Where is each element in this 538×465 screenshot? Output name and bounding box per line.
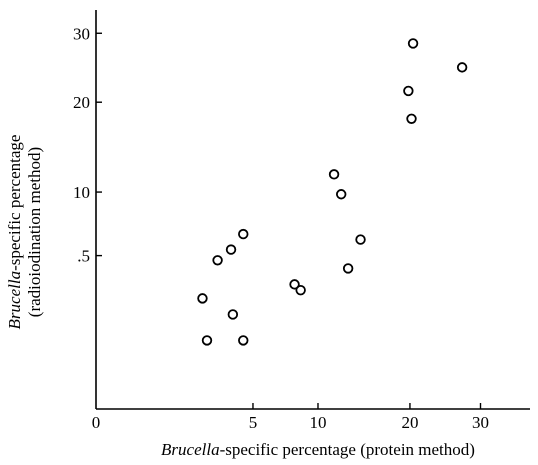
x-axis-label-italic: Brucella	[161, 440, 220, 459]
data-point	[456, 62, 468, 73]
data-point	[201, 335, 213, 346]
x-tick-label: 30	[472, 413, 489, 432]
data-points	[197, 38, 468, 346]
x-tick-label: 10	[309, 413, 326, 432]
data-point	[406, 113, 417, 124]
data-point	[289, 279, 300, 290]
y-axis-label-line1: Brucella-specific percentage	[5, 135, 24, 330]
x-tick-label: 5	[249, 413, 258, 432]
x-axis-label-rest: -specific percentage (protein method)	[220, 440, 475, 459]
data-point	[238, 228, 249, 240]
y-tick-label: 20	[73, 93, 90, 112]
y-axis-label-line1-rest: -specific percentage	[5, 135, 24, 271]
data-point	[295, 284, 306, 296]
x-tick-label: 0	[92, 413, 101, 432]
x-tick-label: 20	[401, 413, 418, 432]
y-axis-label-line2: (radioiodination method)	[25, 147, 44, 317]
data-point	[225, 244, 237, 255]
data-point	[407, 38, 419, 49]
y-axis-label: Brucella-specific percentage (radioiodin…	[5, 135, 44, 330]
x-ticks: 0 5 10 20 30	[92, 403, 489, 432]
data-point	[212, 255, 223, 266]
data-point	[328, 169, 340, 180]
y-ticks: .5 10 20 30	[73, 24, 102, 266]
x-axis-label: Brucella-specific percentage (protein me…	[161, 440, 475, 459]
y-axis-label-italic: Brucella	[5, 271, 24, 330]
data-point	[403, 85, 414, 97]
data-point	[342, 263, 354, 274]
data-point	[355, 234, 366, 245]
axes	[95, 10, 530, 410]
data-point	[335, 189, 347, 200]
data-point	[227, 309, 239, 320]
y-tick-label: 30	[73, 24, 90, 43]
data-point	[197, 293, 208, 304]
data-point	[238, 335, 249, 346]
y-tick-label: 10	[73, 183, 90, 202]
y-tick-label: .5	[77, 247, 90, 266]
